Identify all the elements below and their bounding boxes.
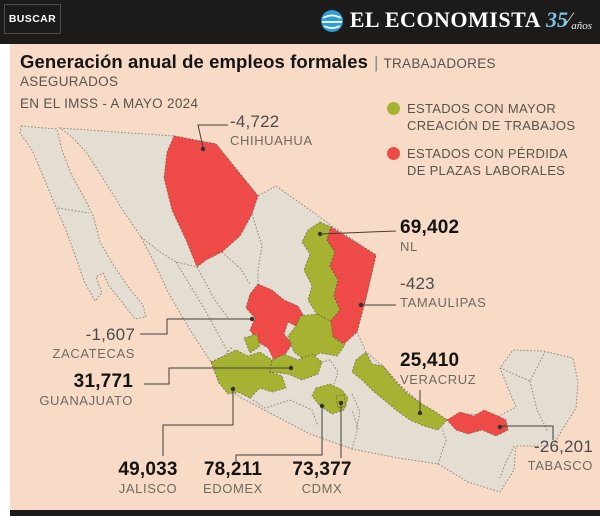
value-cdmx: 73,377: [292, 459, 352, 480]
label-cdmx: 73,377 CDMX: [252, 459, 392, 497]
infographic-subtitle-2: EN EL IMSS - A MAYO 2024: [20, 96, 199, 111]
statename-jalisco: JALISCO: [118, 481, 178, 496]
legend-gain-line1: ESTADOS CON MAYOR: [407, 101, 557, 116]
map-legend: ESTADOS CON MAYOR CREACIÓN DE TRABAJOS E…: [387, 100, 587, 190]
statename-zacatecas: ZACATECAS: [52, 346, 135, 361]
title-separator: |: [374, 53, 379, 72]
legend-item-gain: ESTADOS CON MAYOR CREACIÓN DE TRABAJOS: [387, 100, 587, 134]
value-zacatecas: -1,607: [85, 325, 135, 344]
value-nl: 69,402: [400, 217, 460, 238]
label-tamaulipas: -423 TAMAULIPAS: [400, 274, 486, 310]
anniversary-word: años: [571, 20, 592, 32]
statename-guanajuato: GUANAJUATO: [39, 393, 133, 408]
infographic-header: Generación anual de empleos formales | TRA…: [20, 51, 585, 111]
brand-logo[interactable]: EL ECONOMISTA 35 ⁄ años: [320, 7, 592, 33]
label-veracruz: 25,410 VERACRUZ: [400, 350, 477, 388]
value-guanajuato: 31,771: [73, 371, 133, 392]
anniversary-number: 35: [546, 7, 569, 32]
label-guanajuato: 31,771 GUANAJUATO: [39, 371, 133, 409]
search-button[interactable]: BUSCAR: [4, 4, 61, 34]
brand-name: EL ECONOMISTA: [349, 7, 542, 32]
statename-nl: NL: [400, 239, 418, 254]
statename-edomex: EDOMEX: [203, 481, 263, 496]
label-nl: 69,402 NL: [400, 217, 460, 255]
statename-tamaulipas: TAMAULIPAS: [400, 295, 487, 310]
legend-loss-line2: DE PLAZAS LABORALES: [407, 163, 566, 178]
infographic-subtitle-1: TRABAJADORES ASEGURADOS: [20, 56, 496, 89]
statename-cdmx: CDMX: [301, 481, 343, 496]
bottom-bar: [10, 510, 600, 516]
statename-tabasco: TABASCO: [527, 458, 593, 473]
label-chihuahua: -4,722 CHIHUAHUA: [230, 112, 313, 148]
value-edomex: 78,211: [203, 459, 263, 480]
value-jalisco: 49,033: [118, 459, 178, 480]
legend-loss-line1: ESTADOS CON PÉRDIDA: [407, 146, 568, 161]
legend-gain-line2: CREACIÓN DE TRABAJOS: [407, 118, 576, 133]
loss-dot-icon: [387, 147, 400, 160]
legend-item-loss: ESTADOS CON PÉRDIDA DE PLAZAS LABORALES: [387, 145, 587, 179]
gain-dot-icon: [387, 102, 400, 115]
label-zacatecas: -1,607 ZACATECAS: [53, 325, 135, 361]
value-chihuahua: -4,722: [230, 112, 280, 131]
infographic-title: Generación anual de empleos formales: [20, 51, 369, 72]
value-tabasco: -26,201: [533, 437, 593, 456]
statename-veracruz: VERACRUZ: [400, 372, 477, 387]
el-economista-globe-icon: [320, 10, 343, 32]
label-edomex: 78,211 EDOMEX: [163, 459, 303, 497]
label-jalisco: 49,033 JALISCO: [78, 459, 218, 497]
site-header: BUSCAR EL ECONOMISTA 35 ⁄ años: [0, 0, 600, 44]
label-tabasco: -26,201 TABASCO: [528, 437, 593, 473]
statename-chihuahua: CHIHUAHUA: [230, 133, 313, 148]
value-tamaulipas: -423: [400, 274, 435, 293]
value-veracruz: 25,410: [400, 350, 460, 371]
anniversary-slash: ⁄: [568, 9, 572, 30]
